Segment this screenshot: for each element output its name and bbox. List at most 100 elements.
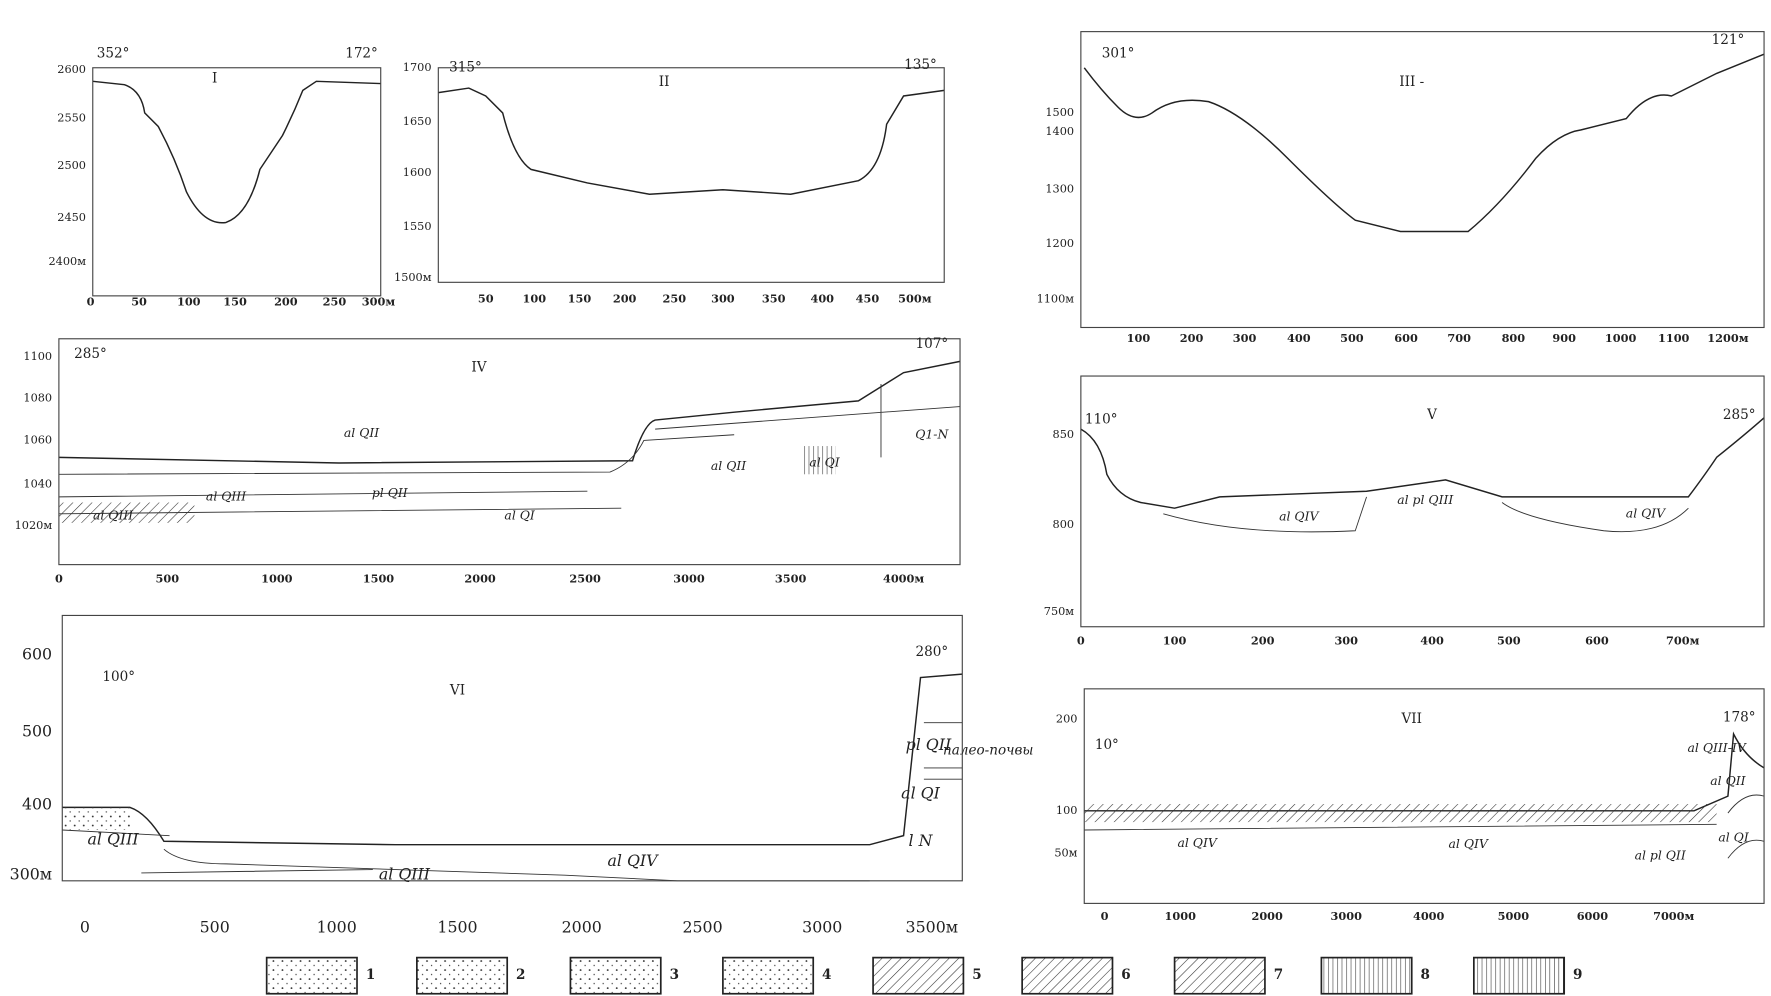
unit-label: al QIV bbox=[1279, 509, 1320, 524]
unit-label: al QIV bbox=[1178, 835, 1219, 850]
x-tick-label: 0 bbox=[87, 295, 95, 309]
x-tick-label: 3000 bbox=[673, 571, 705, 585]
x-tick-label: 7000м bbox=[1653, 909, 1694, 923]
legend-swatch bbox=[1173, 956, 1266, 995]
x-tick-label: 500 bbox=[1497, 633, 1521, 647]
x-tick-label: 250 bbox=[663, 291, 687, 305]
y-tick-label: 800 bbox=[1053, 518, 1075, 531]
legend-number: 9 bbox=[1573, 967, 1582, 983]
unit-label: al pl QIII bbox=[1397, 492, 1454, 507]
y-tick-label: 2600 bbox=[57, 63, 86, 76]
azimuth: 301° bbox=[1102, 46, 1135, 62]
x-tick-label: 500 bbox=[1340, 331, 1364, 345]
y-tick-label: 1300 bbox=[1045, 183, 1074, 196]
x-tick-label: 350 bbox=[762, 291, 786, 305]
x-tick-label: 200 bbox=[1251, 633, 1275, 647]
panel-label: II bbox=[659, 74, 670, 90]
legend: 1 2 3 4 5 6 7 8 9 bbox=[265, 956, 1582, 995]
x-tick-label: 100 bbox=[177, 295, 201, 309]
panel-frame bbox=[1083, 688, 1765, 904]
unit-label: l N bbox=[909, 831, 934, 850]
x-tick-label: 2500 bbox=[682, 918, 722, 937]
x-tick-label: 250 bbox=[323, 295, 347, 309]
x-tick-label: 1500 bbox=[363, 571, 395, 585]
y-tick-label: 50м bbox=[1054, 847, 1077, 860]
x-tick-label: 600 bbox=[1394, 331, 1418, 345]
x-tick-label: 200 bbox=[613, 291, 637, 305]
azimuth: 100° bbox=[102, 669, 135, 685]
x-tick-label: 100 bbox=[1127, 331, 1151, 345]
azimuth: 315° bbox=[449, 59, 482, 75]
panel-frame bbox=[92, 67, 382, 297]
x-tick-label: 900 bbox=[1552, 331, 1576, 345]
x-tick-label: 4000 bbox=[1413, 909, 1445, 923]
y-tick-label: 2450 bbox=[57, 211, 86, 224]
x-tick-label: 700 bbox=[1447, 331, 1471, 345]
unit-label: al QIII bbox=[93, 508, 134, 523]
y-tick-label: 1650 bbox=[403, 115, 432, 128]
panel-label: IV bbox=[471, 360, 486, 376]
y-tick-label: 300м bbox=[10, 865, 52, 884]
x-tick-label: 500 bbox=[156, 571, 180, 585]
x-tick-label: 3500 bbox=[775, 571, 807, 585]
unit-label: al QIII bbox=[206, 488, 247, 503]
unit-label: al QIII-IV bbox=[1688, 740, 1748, 755]
legend-swatch bbox=[1472, 956, 1566, 995]
x-tick-label: 500 bbox=[200, 918, 230, 937]
panel-frame bbox=[1080, 31, 1765, 329]
y-tick-label: 1200 bbox=[1045, 237, 1074, 250]
x-tick-label: 700м bbox=[1666, 633, 1700, 647]
legend-number: 2 bbox=[516, 967, 525, 983]
y-tick-label: 850 bbox=[1053, 428, 1075, 441]
y-tick-label: 1400 bbox=[1045, 125, 1074, 138]
y-tick-label: 1060 bbox=[23, 433, 52, 446]
x-tick-label: 450 bbox=[856, 291, 880, 305]
x-tick-label: 4000м bbox=[883, 571, 924, 585]
unit-label: al QIII bbox=[88, 830, 140, 849]
panel-frame bbox=[1080, 375, 1765, 628]
x-tick-label: 50 bbox=[131, 295, 147, 309]
y-tick-label: 100 bbox=[1056, 804, 1078, 817]
x-tick-label: 5000 bbox=[1498, 909, 1530, 923]
y-tick-label: 600 bbox=[22, 644, 52, 663]
azimuth: 121° bbox=[1712, 32, 1745, 48]
legend-number: 1 bbox=[366, 967, 375, 983]
x-tick-label: 0 bbox=[1077, 633, 1085, 647]
x-tick-label: 100 bbox=[1163, 633, 1187, 647]
panel-label: V bbox=[1426, 407, 1437, 423]
legend-swatch bbox=[265, 956, 358, 995]
y-tick-label: 1600 bbox=[403, 166, 432, 179]
unit-label: al QI bbox=[504, 508, 535, 523]
legend-number: 4 bbox=[822, 967, 831, 983]
x-tick-label: 300 bbox=[711, 291, 735, 305]
x-tick-label: 2500 bbox=[569, 571, 601, 585]
legend-swatch bbox=[416, 956, 509, 995]
unit-label: Q1-N bbox=[915, 426, 949, 441]
azimuth: 178° bbox=[1723, 710, 1756, 726]
legend-swatch bbox=[722, 956, 815, 995]
profiles bbox=[58, 53, 1765, 882]
azimuth: 107° bbox=[915, 336, 948, 352]
y-tick-label: 2550 bbox=[57, 112, 86, 125]
y-tick-label: 200 bbox=[1056, 712, 1078, 725]
y-tick-label: 1500м bbox=[394, 271, 432, 284]
x-tick-label: 6000 bbox=[1577, 909, 1609, 923]
legend-number: 3 bbox=[670, 967, 679, 983]
x-tick-label: 400 bbox=[1420, 633, 1444, 647]
legend-number: 6 bbox=[1121, 967, 1130, 983]
panel-label: I bbox=[212, 71, 217, 87]
x-tick-label: 0 bbox=[1101, 909, 1109, 923]
unit-label: al QIV bbox=[1449, 836, 1490, 851]
panel-label: VI bbox=[449, 683, 465, 699]
x-tick-label: 1500 bbox=[437, 918, 477, 937]
azimuth: 172° bbox=[345, 46, 378, 62]
unit-label: al QIII bbox=[379, 865, 431, 884]
legend-number: 7 bbox=[1274, 967, 1283, 983]
y-tick-label: 2400м bbox=[48, 255, 86, 268]
x-tick-label: 200 bbox=[1180, 331, 1204, 345]
x-tick-label: 1000 bbox=[317, 918, 357, 937]
unit-label: al QII bbox=[344, 425, 380, 440]
panel-frame bbox=[437, 67, 945, 283]
y-tick-label: 1500 bbox=[1045, 106, 1074, 119]
x-tick-label: 3000 bbox=[802, 918, 842, 937]
